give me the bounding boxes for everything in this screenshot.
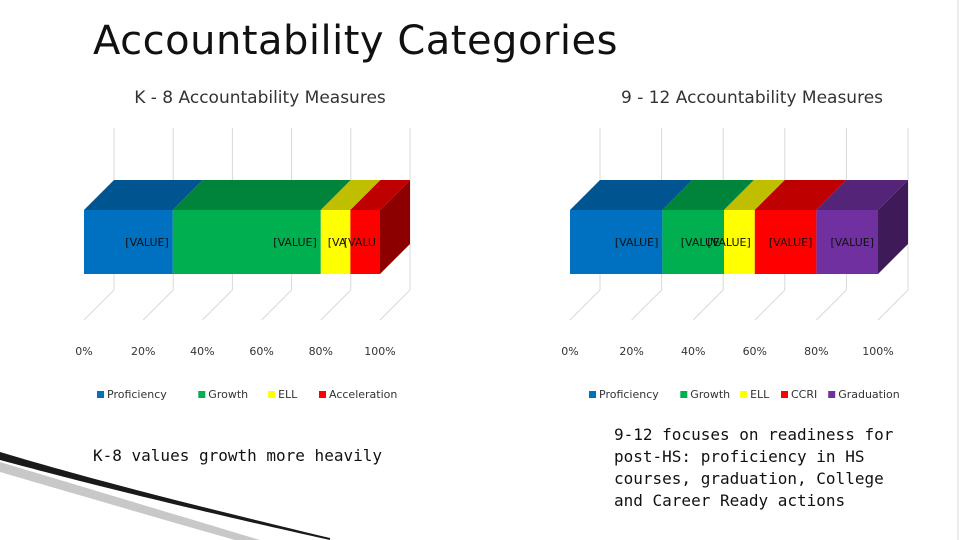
chart-title: 9 - 12 Accountability Measures <box>621 88 883 108</box>
bar-top-growth <box>172 180 351 210</box>
legend-label: ELL <box>278 388 298 401</box>
data-label: [VALUE] <box>830 236 874 249</box>
legend-swatch <box>589 391 596 398</box>
x-tick-label: 20% <box>619 345 643 358</box>
gridline-floor <box>631 289 662 321</box>
x-tick-label: 0% <box>561 345 578 358</box>
swoosh-light <box>0 462 260 540</box>
bar-segment-ccri <box>754 210 817 274</box>
legend-label: Proficiency <box>107 388 167 401</box>
gridline-floor <box>320 289 352 321</box>
bar-side-acceleration <box>380 180 410 274</box>
bar-top-proficiency <box>570 180 693 210</box>
k8-caption: K-8 values growth more heavily <box>93 446 382 465</box>
data-label: [VALUE] <box>615 236 659 249</box>
bar-top-graduation <box>816 180 908 210</box>
bar-top-acceleration <box>350 180 410 210</box>
x-tick-label: 100% <box>364 345 395 358</box>
decorative-right-edge <box>957 0 959 540</box>
bar-top-proficiency <box>84 180 203 210</box>
bar-segment-growth <box>172 210 321 274</box>
x-tick-label: 60% <box>743 345 767 358</box>
bar-top-ccri <box>754 180 847 210</box>
bar-segment-proficiency <box>570 210 663 274</box>
legend-swatch <box>319 391 326 398</box>
legend-label: Growth <box>690 388 730 401</box>
slide-title: Accountability Categories <box>93 18 618 64</box>
legend-swatch <box>680 391 688 398</box>
decorative-swoosh <box>0 452 330 540</box>
data-label: [VALUE] <box>273 236 317 249</box>
legend-label: Proficiency <box>599 388 659 401</box>
legend-swatch <box>740 391 748 398</box>
bar-side-graduation <box>878 180 908 274</box>
legend-label: ELL <box>750 388 770 401</box>
legend-label: Acceleration <box>329 388 397 401</box>
x-tick-label: 60% <box>249 345 273 358</box>
bar-segment-proficiency <box>84 210 173 274</box>
gridline-floor <box>877 289 909 321</box>
bar-top-ell <box>320 180 381 210</box>
legend-swatch <box>828 391 836 398</box>
data-label: [VALUE] <box>125 236 169 249</box>
bar-top-ell <box>724 180 785 210</box>
x-tick-label: 40% <box>190 345 214 358</box>
gridline-floor <box>202 289 233 321</box>
legend-swatch <box>97 391 104 398</box>
gridline-floor <box>379 289 411 321</box>
chart-title: K - 8 Accountability Measures <box>134 88 386 108</box>
data-label: [VALUE <box>681 236 720 249</box>
x-tick-label: 40% <box>681 345 705 358</box>
gridline-floor <box>816 289 847 321</box>
legend-swatch <box>198 391 206 398</box>
data-label: [VALUE] <box>769 236 813 249</box>
gridline-floor <box>692 289 724 321</box>
bar-segment-graduation <box>816 210 878 274</box>
bar-segment-growth <box>662 210 724 274</box>
x-tick-label: 80% <box>309 345 333 358</box>
legend-label: Growth <box>208 388 248 401</box>
bar-segment-acceleration <box>350 210 380 274</box>
gridline-floor <box>83 289 115 321</box>
gridline-floor <box>142 289 174 321</box>
data-label: [VALU <box>344 236 376 249</box>
legend-swatch <box>781 391 788 398</box>
gridline-floor <box>569 289 601 321</box>
legend-label: CCRI <box>791 388 817 401</box>
bar-segment-ell <box>724 210 755 274</box>
x-tick-label: 80% <box>804 345 828 358</box>
bar-segment-ell <box>320 210 351 274</box>
legend-swatch <box>268 391 276 398</box>
data-label: [VA <box>328 236 347 249</box>
bar-top-growth <box>662 180 754 210</box>
legend-label: Graduation <box>838 388 900 401</box>
x-tick-label: 0% <box>75 345 92 358</box>
x-tick-label: 100% <box>862 345 893 358</box>
gridline-floor <box>261 289 292 321</box>
x-tick-label: 20% <box>131 345 155 358</box>
swoosh-dark <box>0 452 330 540</box>
data-label: [VALUE] <box>707 236 751 249</box>
grade9-12-caption: 9-12 focuses on readiness for post-HS: p… <box>614 425 894 510</box>
gridline-floor <box>754 289 786 321</box>
